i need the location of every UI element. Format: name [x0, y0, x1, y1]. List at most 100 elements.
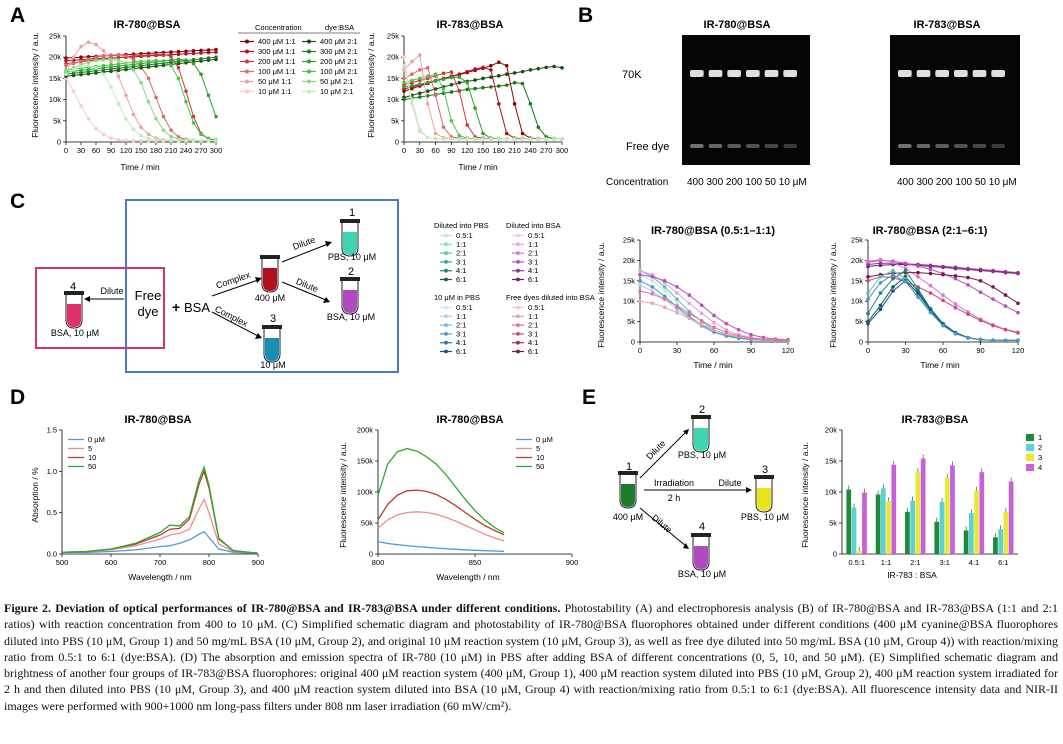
tube-e4-liquid	[694, 546, 708, 569]
x-tick-label: 60	[939, 346, 947, 355]
data-point	[878, 281, 883, 285]
data-point	[473, 78, 477, 82]
tube-4-liquid	[67, 304, 81, 327]
data-point	[662, 279, 667, 283]
data-point	[101, 63, 106, 68]
data-point	[154, 116, 158, 121]
x-tick-label: 210	[165, 146, 178, 155]
tube-e2-liquid	[694, 428, 708, 451]
data-point	[79, 104, 83, 108]
data-point	[560, 137, 564, 141]
legend-item: 0.5:1	[456, 231, 473, 240]
bar	[1008, 481, 1014, 554]
data-point	[504, 131, 509, 136]
data-point	[214, 114, 218, 119]
data-point	[139, 80, 143, 85]
bar	[910, 500, 916, 554]
data-point	[79, 55, 83, 59]
x-tick-label: 900	[566, 558, 579, 567]
data-point	[169, 54, 173, 59]
data-point	[124, 54, 128, 58]
data-point	[184, 138, 188, 143]
data-point	[191, 61, 196, 66]
legend-group-bsa: Diluted into BSA	[506, 221, 561, 230]
legend-item: 50	[88, 462, 96, 471]
data-point	[191, 51, 196, 56]
data-point	[457, 133, 462, 138]
data-point	[116, 138, 121, 142]
data-point	[749, 332, 753, 337]
series-line	[61, 497, 259, 554]
tube-e1-cap	[618, 471, 638, 475]
legend-item: 300 μM 2:1	[320, 47, 358, 56]
data-point	[418, 95, 422, 99]
data-point	[184, 49, 188, 54]
data-point	[449, 82, 454, 87]
legend-item: 1	[1038, 433, 1042, 442]
legend-swatch-marker	[245, 39, 249, 44]
data-point	[638, 279, 642, 283]
e-dilute-label-2: Dilute	[644, 438, 667, 461]
data-point	[552, 64, 556, 69]
legend-swatch-marker	[516, 314, 520, 319]
chart-title: IR-780@BSA (2:1–6:1)	[873, 225, 988, 237]
y-tick-label: 0.5	[47, 508, 57, 517]
x-axis-label: Time / min	[693, 360, 733, 370]
tube-number-2: 2	[348, 266, 354, 278]
chart-d-left: IR-780@BSA Absorption / % Wavelength / n…	[30, 414, 264, 582]
gel-band-free-dye	[916, 144, 931, 148]
data-point	[109, 136, 113, 140]
data-point	[176, 52, 181, 57]
data-point	[916, 270, 920, 275]
legend-item: 1:1	[456, 240, 466, 249]
data-point	[724, 321, 729, 326]
data-point	[473, 67, 477, 71]
legend-swatch-marker	[245, 49, 249, 54]
data-point	[71, 89, 76, 93]
legend-item: 1:1	[528, 312, 538, 321]
y-tick-label: 25k	[387, 32, 399, 41]
data-point	[418, 76, 422, 81]
data-point	[94, 42, 98, 47]
x-axis-label: Time / min	[458, 162, 498, 172]
bar	[963, 530, 969, 554]
data-point	[131, 127, 136, 132]
chart-d-right: IR-780@BSA Fluorescence intensity / a.u.…	[338, 414, 578, 582]
data-point	[497, 84, 501, 88]
data-point	[191, 138, 196, 143]
x-tick-label: 4:1	[969, 558, 979, 567]
bar	[846, 489, 852, 554]
e-tube-3-label: PBS, 10 μM	[741, 512, 789, 522]
data-point	[662, 285, 667, 289]
data-point	[966, 283, 970, 287]
data-point	[638, 268, 642, 273]
data-point	[199, 72, 203, 76]
data-point	[116, 102, 121, 106]
legend-group-10um-pbs: 10 μM in PBS	[434, 293, 480, 302]
legend-swatch-marker	[516, 349, 520, 354]
gel-band-70k	[708, 70, 723, 77]
chart-c-right: IR-780@BSA (2:1–6:1) Fluorescence intens…	[828, 225, 1024, 370]
legend-item: 400 μM 1:1	[258, 37, 296, 46]
x-tick-label: 60	[92, 146, 100, 155]
data-point	[891, 272, 895, 277]
legend-item: 50 μM 1:1	[258, 77, 292, 86]
data-point	[916, 264, 920, 268]
data-point	[736, 334, 741, 338]
complex-label-3: Complex	[213, 304, 250, 329]
legend-swatch-marker	[516, 251, 520, 256]
e-tube-1-label: 400 μM	[613, 512, 643, 522]
scheme-e: 1 400 μM 2 PBS, 10 μM 3 PBS, 10 μM 4 BSA…	[613, 404, 789, 579]
legend-swatch-marker	[245, 69, 249, 74]
chart-title: IR-783@BSA	[902, 414, 969, 426]
data-point	[425, 66, 430, 70]
legend-item: 3:1	[528, 329, 538, 338]
legend-item: 0 μM	[88, 435, 105, 444]
series-line	[65, 65, 216, 142]
legend-swatch-marker	[516, 268, 520, 273]
data-point	[699, 322, 704, 327]
tube-3-liquid	[265, 338, 279, 361]
data-point	[154, 52, 158, 57]
gel-band-70k	[898, 70, 912, 77]
data-point	[953, 265, 958, 270]
